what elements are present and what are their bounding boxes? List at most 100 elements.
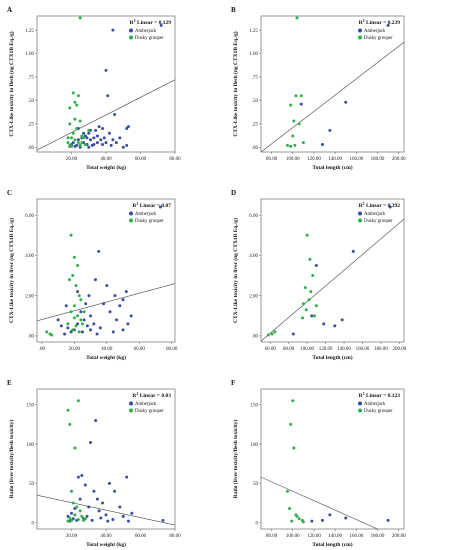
data-point [111, 518, 115, 522]
plot-frame [260, 198, 405, 343]
data-point [273, 330, 277, 334]
data-point [63, 332, 67, 336]
y-tick-label: .00 [252, 335, 259, 340]
data-point [66, 326, 70, 330]
legend-marker [129, 211, 133, 216]
data-point [285, 489, 289, 493]
y-tick-label: 6.00 [25, 214, 34, 219]
data-point [92, 136, 96, 140]
data-point [104, 141, 108, 145]
data-point [130, 511, 134, 515]
legend-label: Amberjack [135, 29, 157, 34]
x-tick-label: 20.00 [66, 534, 78, 539]
data-point [84, 302, 88, 306]
y-tick-label: .00 [28, 335, 35, 340]
trend-line [37, 494, 175, 526]
plot-frame [260, 388, 405, 530]
panel-label: C [7, 189, 12, 197]
legend-marker [358, 218, 362, 223]
plot-area [261, 16, 404, 152]
series-amberjack [310, 513, 390, 523]
data-point [297, 517, 301, 521]
data-point [69, 233, 73, 237]
data-point [85, 514, 89, 518]
data-point [301, 316, 305, 320]
series-amberjack [299, 23, 390, 146]
legend-label: Dusky grouper [364, 36, 393, 41]
x-tick-label: 180.00 [371, 157, 385, 162]
y-tick-label: 2.00 [25, 294, 34, 299]
data-point [45, 330, 49, 334]
data-point [328, 128, 332, 132]
r-squared-label: R2 Linear = 0.07 [132, 202, 171, 209]
data-point [83, 483, 87, 487]
data-point [158, 205, 162, 209]
data-point [301, 302, 305, 306]
data-point [75, 127, 79, 131]
data-point [99, 138, 103, 142]
data-point [285, 143, 289, 147]
data-point [64, 304, 68, 308]
trend-line [261, 218, 404, 342]
data-point [292, 119, 296, 123]
series-dusky-grouper [66, 399, 87, 523]
data-point [70, 144, 73, 148]
data-point [388, 205, 392, 209]
x-tick-label: 120.00 [319, 347, 333, 352]
data-point [289, 144, 293, 148]
data-point [295, 16, 299, 20]
data-point [87, 294, 91, 298]
y-axis-label: Ratio (liver toxicity/flesh toxicity) [8, 420, 15, 499]
data-point [76, 314, 80, 318]
data-point [126, 519, 130, 523]
data-point [72, 316, 76, 320]
data-point [301, 141, 305, 145]
plot-area [37, 205, 175, 337]
x-tick-label: 160.00 [349, 157, 363, 162]
r-squared-label: R2 Linear = 0.239 [359, 19, 401, 26]
x-tick-label: 160.00 [349, 534, 363, 539]
series-dusky-grouper [45, 233, 86, 337]
data-point [307, 298, 311, 302]
data-point [291, 399, 295, 403]
data-point [125, 143, 129, 147]
data-point [82, 318, 86, 322]
y-tick-label: .25 [252, 123, 259, 128]
r-squared-value: Linear = 0.123 [365, 393, 401, 399]
data-point [69, 330, 73, 334]
data-point [71, 328, 75, 332]
y-tick-label: 2.00 [249, 294, 258, 299]
y-tick-label: 100 [27, 443, 35, 448]
data-point [69, 310, 73, 314]
data-point [97, 125, 101, 129]
x-tick-label: 100.00 [286, 157, 300, 162]
data-point [320, 142, 324, 146]
y-tick-label: .50 [28, 99, 35, 104]
data-point [77, 330, 81, 334]
series-dusky-grouper [66, 16, 91, 148]
data-point [291, 134, 295, 138]
legend-marker [129, 408, 133, 413]
y-tick-label: 100 [251, 443, 259, 448]
data-point [78, 16, 82, 20]
data-point [71, 91, 75, 95]
data-point [79, 318, 83, 322]
data-point [344, 516, 348, 520]
data-point [107, 131, 111, 135]
data-point [90, 518, 94, 522]
x-tick-label: 80.00 [266, 534, 278, 539]
data-point [72, 304, 76, 308]
y-tick-label: 1.00 [249, 52, 258, 57]
legend-marker [358, 28, 362, 33]
panel-label: F [231, 379, 235, 387]
series-dusky-grouper [285, 399, 305, 524]
x-tick-label: 40.00 [100, 534, 112, 539]
x-tick-label: 80.00 [283, 347, 295, 352]
data-point [76, 138, 80, 142]
data-point [121, 298, 125, 302]
data-point [291, 332, 295, 336]
data-point [79, 310, 83, 314]
y-axis-label: Ratio (liver toxicity/flesh toxicity) [232, 420, 239, 499]
trend-line [37, 283, 175, 322]
data-point [78, 509, 82, 513]
